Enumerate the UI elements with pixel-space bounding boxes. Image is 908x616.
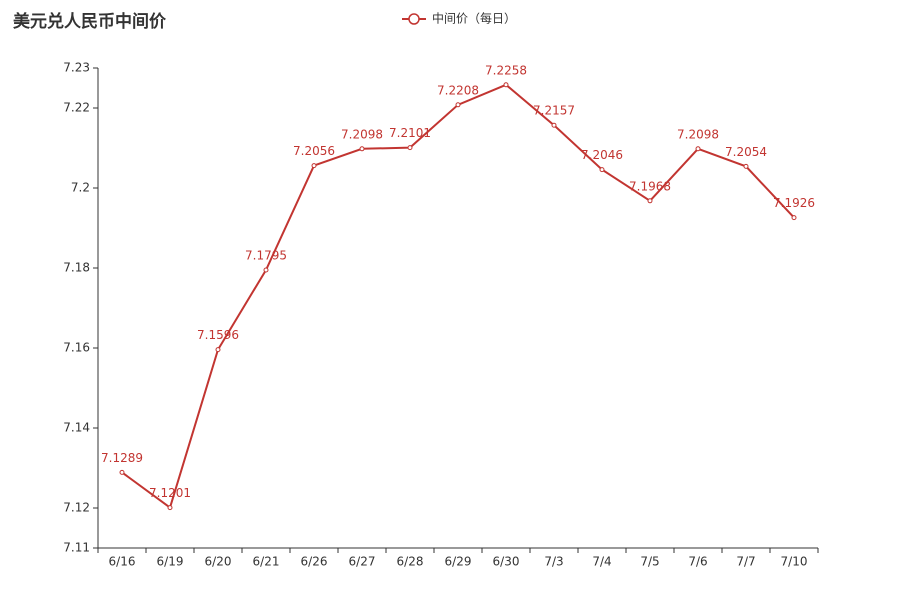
data-label: 7.1795	[245, 249, 287, 263]
line	[121, 83, 795, 510]
data-label: 7.2098	[677, 127, 719, 141]
y-tick-label: 7.22	[63, 101, 90, 115]
data-label: 7.2046	[581, 148, 623, 162]
data-label: 7.1926	[773, 196, 815, 210]
data-label: 7.2258	[485, 63, 527, 77]
x-tick-label: 6/28	[397, 555, 424, 569]
x-tick-label: 7/10	[781, 555, 808, 569]
data-label: 7.2098	[341, 127, 383, 141]
legend-label: 中间价（每日）	[432, 11, 516, 26]
point	[695, 146, 701, 152]
point	[791, 215, 797, 221]
point	[359, 146, 365, 152]
x-tick-label: 7/4	[592, 555, 611, 569]
x-tick-label: 6/19	[157, 555, 184, 569]
data-label: 7.2056	[293, 144, 335, 158]
point	[743, 163, 749, 169]
point	[551, 122, 557, 128]
data-label: 7.2054	[725, 145, 767, 159]
x-tick-label: 6/27	[349, 555, 376, 569]
data-label: 7.1596	[197, 328, 239, 342]
x-tick-label: 6/26	[301, 555, 328, 569]
data-label: 7.1201	[149, 486, 191, 500]
data-label: 7.2157	[533, 104, 575, 118]
data-label: 7.1968	[629, 179, 671, 193]
data-label: 7.2101	[389, 126, 431, 140]
x-tick-label: 6/16	[109, 555, 136, 569]
y-tick-label: 7.11	[63, 541, 90, 555]
x-tick-label: 7/6	[688, 555, 707, 569]
x-tick-label: 7/7	[736, 555, 755, 569]
data-label: 7.1289	[101, 451, 143, 465]
y-tick-label: 7.2	[71, 181, 90, 195]
legend-marker	[408, 13, 420, 25]
y-tick-label: 7.14	[63, 421, 90, 435]
y-tick-label: 7.16	[63, 341, 90, 355]
x-tick-label: 6/29	[445, 555, 472, 569]
x-tick-label: 7/5	[640, 555, 659, 569]
data-label: 7.2208	[437, 83, 479, 97]
chart-title: 美元兑人民币中间价	[13, 11, 167, 32]
point	[455, 102, 461, 108]
x-tick-label: 6/30	[493, 555, 520, 569]
y-tick-label: 7.18	[63, 261, 90, 275]
x-tick-label: 6/21	[253, 555, 280, 569]
x-tick-label: 7/3	[544, 555, 563, 569]
point	[599, 167, 605, 173]
x-tick-label: 6/20	[205, 555, 232, 569]
point	[407, 145, 413, 151]
point	[215, 347, 221, 353]
point	[263, 267, 269, 273]
point	[311, 163, 317, 169]
y-tick-label: 7.23	[63, 61, 90, 75]
point	[167, 505, 173, 511]
point	[647, 198, 653, 204]
y-tick-label: 7.12	[63, 501, 90, 515]
point	[119, 469, 125, 475]
point	[503, 82, 509, 88]
